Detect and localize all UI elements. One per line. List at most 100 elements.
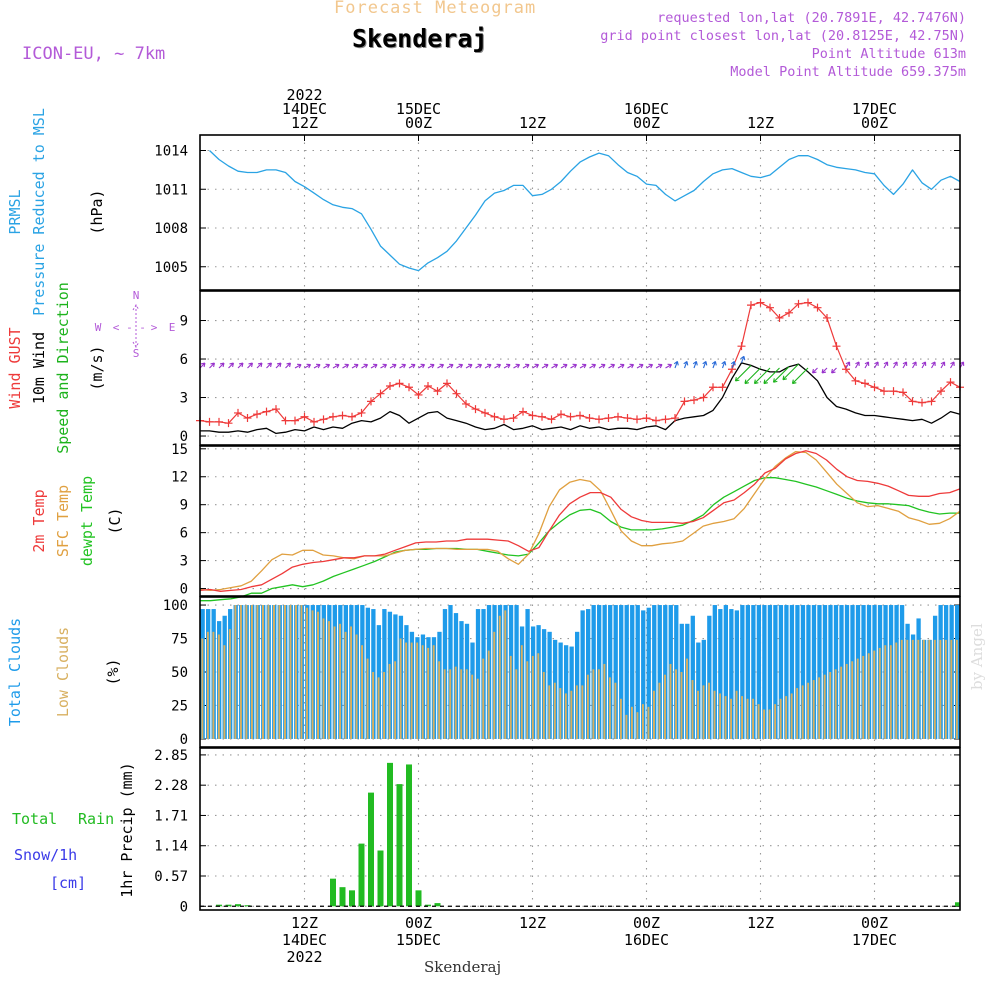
- wind-direction-arrow: [551, 363, 559, 369]
- rain-bar: [387, 762, 393, 907]
- total-cloud-bar: [773, 605, 778, 739]
- low-cloud-bar: [691, 680, 694, 739]
- total-cloud-bar: [751, 605, 756, 739]
- low-cloud-bar: [383, 672, 386, 739]
- low-cloud-bar: [322, 618, 325, 739]
- low-cloud-bar: [752, 698, 755, 739]
- wind-gust-marker: [661, 415, 670, 424]
- temperature-panel-frame: [199, 445, 961, 597]
- bottom-time-label: 15DEC: [396, 931, 441, 949]
- wind-gust-marker: [224, 419, 233, 428]
- pressure-title-line1: PRMSL: [6, 189, 24, 234]
- precip-ytick-label: 1.71: [154, 808, 188, 824]
- pressure-title-line2: Pressure Reduced to MSL: [30, 108, 48, 316]
- wind-direction-arrow: [893, 361, 898, 369]
- low-cloud-bar: [652, 690, 655, 739]
- total-cloud-bar: [608, 605, 613, 739]
- low-cloud-bar: [575, 685, 578, 739]
- wind-gust-marker: [842, 365, 850, 374]
- pressure-panel-frame: [199, 134, 961, 291]
- rain-legend-total: Total: [12, 810, 57, 828]
- total-clouds-title: Total Clouds: [6, 618, 24, 726]
- rain-bar: [396, 784, 403, 907]
- wind-direction-arrow: [570, 363, 578, 369]
- rain-bar: [244, 905, 251, 907]
- low-cloud-bar: [603, 663, 606, 739]
- bottom-time-label: 00Z: [633, 914, 660, 932]
- low-cloud-bar: [812, 680, 815, 739]
- wind-gust-marker: [481, 408, 489, 417]
- low-cloud-bar: [438, 661, 441, 739]
- rain-bar: [406, 764, 412, 907]
- compass-dash: - -: [126, 321, 146, 334]
- wind-gust-marker: [642, 414, 651, 423]
- bottom-time-label: 12Z: [519, 914, 546, 932]
- low-cloud-bar: [465, 669, 468, 739]
- low-cloud-bar: [955, 639, 958, 739]
- total-cloud-bar: [806, 605, 811, 739]
- wind-gust-marker: [405, 383, 413, 392]
- wind-gust-marker: [310, 417, 318, 426]
- total-cloud-bar: [811, 605, 817, 739]
- wind-gust-marker: [585, 414, 594, 423]
- wind-direction-arrow: [912, 361, 917, 369]
- precip-ytick-label: 0: [180, 899, 188, 915]
- total-cloud-bar: [586, 609, 591, 739]
- total-cloud-bar: [619, 605, 624, 739]
- low-cloud-bar: [840, 666, 843, 739]
- wind-direction-arrow: [617, 363, 625, 369]
- low-cloud-bar: [421, 645, 424, 739]
- temperature-ytick-label: 6: [180, 526, 188, 542]
- low-cloud-bar: [895, 642, 898, 739]
- wind-gust-marker: [234, 408, 242, 417]
- wind-gust-marker: [319, 415, 328, 424]
- wind-gust-marker: [291, 416, 299, 425]
- wind-gust-marker: [433, 387, 442, 396]
- wind-direction-arrow: [589, 363, 597, 369]
- total-cloud-bar: [547, 631, 552, 739]
- wind-gust-marker: [880, 387, 888, 396]
- rain-bar: [415, 890, 422, 907]
- low-cloud-bar: [697, 690, 699, 739]
- low-cloud-bar: [592, 669, 595, 739]
- wind-panel-frame: [199, 290, 961, 446]
- rain-bar: [349, 890, 355, 907]
- low-cloud-bar: [669, 663, 672, 739]
- wind-gust-marker: [908, 397, 917, 406]
- low-cloud-bar: [680, 672, 683, 739]
- precip-ytick-label: 2.85: [154, 748, 188, 764]
- low-cloud-bar: [476, 678, 479, 739]
- wind-gust-marker: [205, 417, 214, 426]
- low-cloud-bar: [746, 698, 749, 739]
- wind-direction-arrow: [636, 363, 644, 369]
- low-cloud-bar: [851, 661, 854, 739]
- bottom-time-label: 12Z: [291, 914, 318, 932]
- wind-direction-arrow: [209, 362, 215, 369]
- wind-gust-marker: [300, 412, 309, 421]
- product-title: Forecast Meteogram: [334, 0, 537, 18]
- temperature-ytick-label: 9: [180, 498, 188, 514]
- temperature-ytick-label: 15: [171, 442, 188, 458]
- wind-gust-marker: [927, 397, 936, 406]
- total-cloud-bar: [800, 605, 806, 739]
- wind-gust-marker: [690, 396, 698, 405]
- temperature-ytick-label: 12: [171, 470, 188, 486]
- top-time-label: 2022: [286, 86, 322, 104]
- low-cloud-bar: [261, 605, 264, 739]
- low-cloud-bar: [801, 685, 804, 739]
- wind-gust-marker: [253, 410, 261, 419]
- wind-direction-arrow: [275, 362, 282, 369]
- total-cloud-bar: [657, 605, 662, 739]
- low-cloud-bar: [487, 650, 490, 739]
- wind-gust-marker: [889, 387, 898, 396]
- wind-gust-marker: [538, 412, 546, 421]
- low-cloud-bar: [250, 605, 253, 739]
- low-cloud-bar: [873, 650, 876, 739]
- wind-gust-marker: [946, 378, 955, 387]
- wind-gust-marker: [794, 299, 803, 308]
- wind-gust-marker: [462, 399, 470, 408]
- wind-direction-arrow: [361, 363, 369, 369]
- temp-unit-label: (C): [106, 507, 124, 534]
- wind-direction-arrow: [465, 363, 473, 369]
- pressure-ytick-label: 1014: [154, 144, 188, 160]
